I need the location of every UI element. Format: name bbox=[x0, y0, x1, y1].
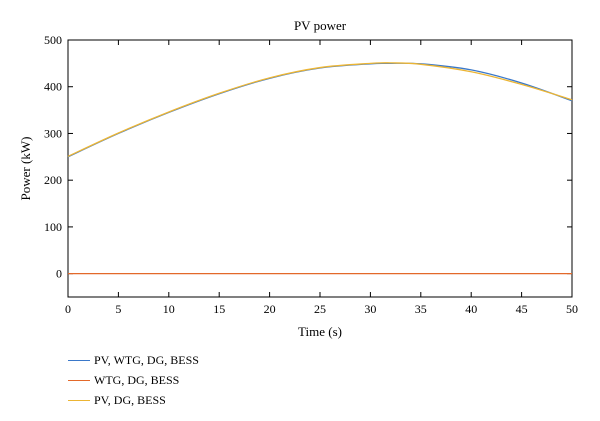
legend-item: WTG, DG, BESS bbox=[68, 370, 199, 390]
x-axis-title: Time (s) bbox=[298, 324, 342, 339]
y-tick-label: 0 bbox=[56, 267, 62, 281]
x-tick-label: 10 bbox=[163, 302, 175, 316]
legend-item: PV, DG, BESS bbox=[68, 390, 199, 410]
x-tick-label: 20 bbox=[264, 302, 276, 316]
x-tick-label: 0 bbox=[65, 302, 71, 316]
legend-label: PV, WTG, DG, BESS bbox=[94, 352, 199, 367]
legend-swatch bbox=[68, 359, 90, 361]
chart-title: PV power bbox=[294, 18, 347, 33]
x-tick-label: 40 bbox=[465, 302, 477, 316]
y-tick-label: 200 bbox=[44, 173, 62, 187]
legend-swatch bbox=[68, 379, 90, 381]
series-line-3 bbox=[67, 62, 573, 157]
x-tick-label: 5 bbox=[115, 302, 121, 316]
x-tick-label: 50 bbox=[566, 302, 578, 316]
x-tick-label: 15 bbox=[213, 302, 225, 316]
legend-label: PV, DG, BESS bbox=[94, 392, 166, 407]
legend-label: WTG, DG, BESS bbox=[94, 372, 180, 387]
y-tick-label: 300 bbox=[44, 126, 62, 140]
legend-item: PV, WTG, DG, BESS bbox=[68, 350, 199, 370]
x-tick-label: 35 bbox=[415, 302, 427, 316]
y-axis-title: Power (kW) bbox=[18, 137, 33, 201]
x-tick-label: 30 bbox=[364, 302, 376, 316]
plot-frame bbox=[67, 39, 573, 298]
legend-swatch bbox=[68, 399, 90, 401]
x-tick-label: 25 bbox=[314, 302, 326, 316]
y-tick-label: 100 bbox=[44, 220, 62, 234]
y-tick-label: 400 bbox=[44, 80, 62, 94]
legend: PV, WTG, DG, BESS WTG, DG, BESS PV, DG, … bbox=[68, 350, 199, 410]
y-tick-label: 500 bbox=[44, 33, 62, 47]
x-tick-label: 45 bbox=[516, 302, 528, 316]
